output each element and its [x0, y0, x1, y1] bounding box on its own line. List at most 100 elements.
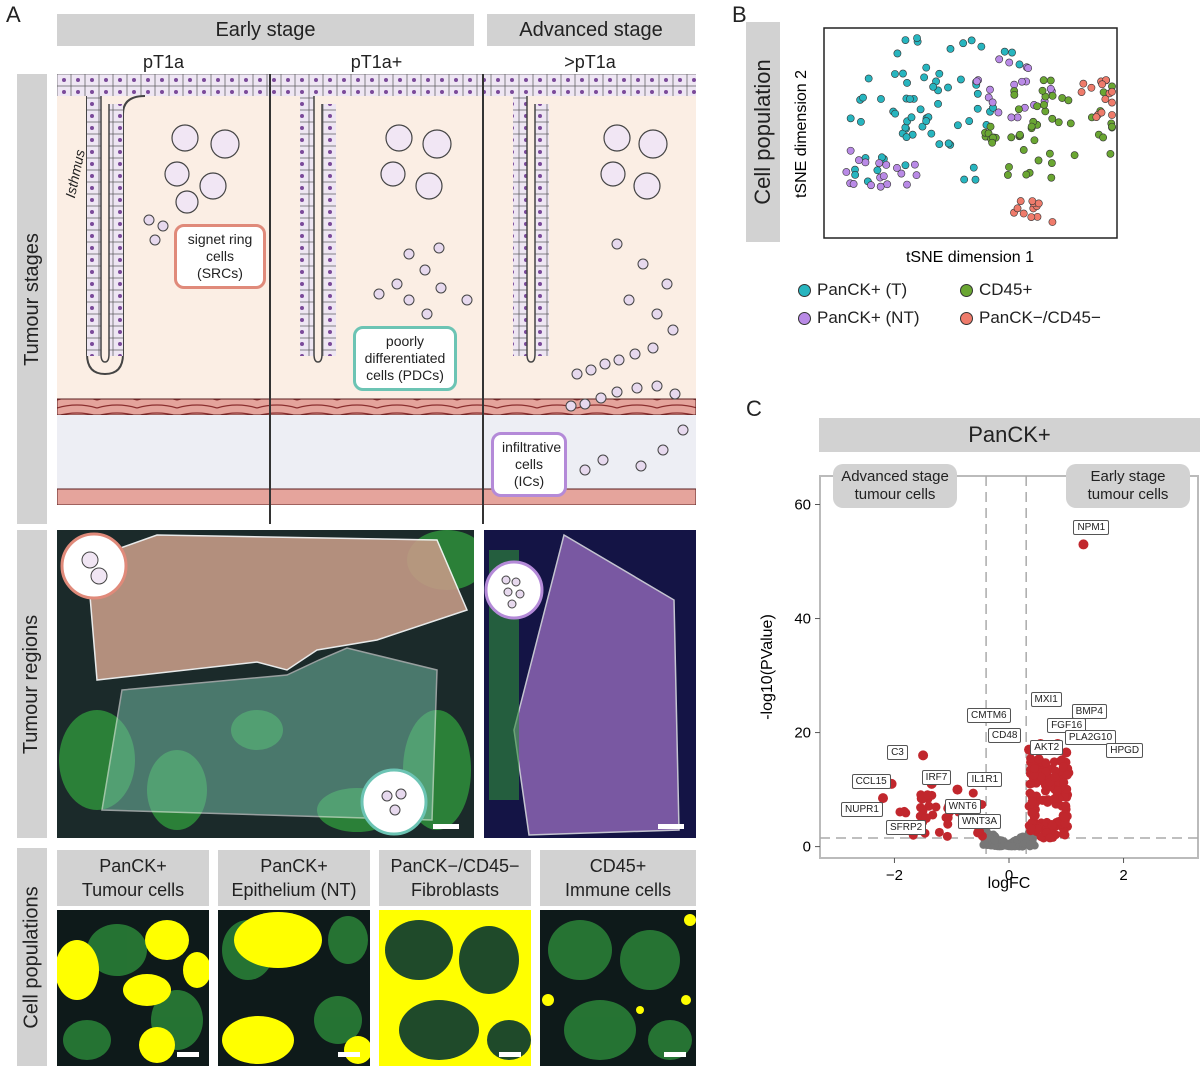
tumour-stage-schematic: [57, 74, 696, 524]
tsne-point: [935, 69, 944, 78]
tsne-point: [946, 45, 955, 53]
tsne-point: [922, 117, 931, 125]
tsne-point: [971, 175, 980, 184]
tsne-point: [1045, 149, 1054, 158]
tsne-point: [851, 170, 860, 179]
tsne-point: [1106, 149, 1115, 158]
volcano-xlabel: logFC: [988, 875, 1031, 892]
gene-label: AKT2: [1030, 739, 1064, 755]
tsne-point: [959, 39, 968, 48]
population-image-immune: [540, 910, 696, 1066]
tsne-point: [864, 74, 873, 83]
gene-label: IRF7: [921, 769, 952, 785]
tsne-point: [986, 85, 994, 94]
tsne-point: [1005, 163, 1013, 171]
tsne-point: [849, 180, 858, 188]
tsne-point: [967, 36, 976, 45]
population-image-fibroblasts: [379, 910, 531, 1066]
tsne-point: [986, 122, 995, 131]
gene-label: MXI1: [1030, 691, 1062, 707]
tsne-point: [876, 182, 885, 191]
volcano-sig-point: [899, 806, 909, 816]
volcano-sig-point: [1061, 801, 1071, 811]
y-tick-label: 40: [794, 611, 811, 628]
tsne-point: [965, 117, 974, 125]
tsne-point: [988, 138, 997, 147]
tsne-point: [957, 75, 965, 84]
tsne-point: [846, 146, 855, 155]
tsne-point: [859, 93, 867, 102]
tsne-point: [1041, 107, 1050, 116]
tsne-point: [1034, 199, 1043, 208]
infiltrative-cells: [565, 342, 689, 476]
tsne-point: [973, 104, 982, 113]
volcano-sig-point: [1059, 812, 1069, 822]
tsne-point: [1098, 80, 1107, 89]
volcano-sig-point: [1026, 753, 1036, 763]
tsne-point: [893, 164, 901, 172]
tsne-point: [918, 122, 927, 131]
cell-population-side-label: Cell population: [746, 22, 780, 242]
stage-title-advanced: >pT1a: [564, 52, 616, 72]
tsne-point: [891, 70, 899, 78]
tsne-point: [1030, 136, 1039, 145]
volcano-sig-point: [1029, 764, 1039, 774]
tsne-point: [1054, 118, 1063, 127]
tsne-point: [935, 140, 944, 149]
volcano-sig-point: [931, 802, 941, 812]
tsne-point: [988, 98, 997, 107]
tsne-point: [1016, 197, 1025, 205]
volcano-gene-point: [918, 750, 929, 761]
tsne-point: [897, 169, 906, 178]
tsne-point: [944, 83, 952, 92]
legend-panck-cd45-neg: PanCK−/CD45−: [960, 308, 1101, 328]
callout-infiltrative-cells: infiltrative cells (ICs): [491, 432, 567, 497]
legend-panck-nt: PanCK+ (NT): [798, 308, 920, 328]
legend-swatch-cd45: [960, 283, 973, 297]
volcano-sig-point: [968, 788, 978, 798]
stage-title-pt1a: pT1a: [142, 52, 185, 72]
volcano-sig-point: [1047, 821, 1057, 831]
volcano-gene-point: [878, 793, 888, 804]
tsne-point: [1019, 209, 1028, 218]
volcano-gene-point: [1078, 539, 1089, 550]
y-tick-label: 60: [794, 497, 811, 514]
volcano-sig-point: [1050, 772, 1060, 782]
tsne-point: [953, 121, 962, 130]
legend-swatch-panck-cd45-neg: [960, 311, 973, 325]
population-image-tumour: [57, 910, 209, 1066]
x-tick-label: 0: [1005, 867, 1013, 884]
tsne-point: [1108, 87, 1116, 96]
tsne-point: [1040, 100, 1048, 109]
tsne-point: [883, 180, 892, 189]
volcano-sig-point: [1045, 833, 1055, 843]
volcano-sig-point: [1043, 797, 1053, 807]
volcano-sig-point: [1049, 794, 1059, 804]
tsne-point: [1018, 77, 1026, 86]
legend-swatch-panck-t: [798, 283, 811, 297]
volcano-sig-point: [923, 790, 933, 800]
population-header-immune: CD45+ Immune cells: [540, 850, 696, 906]
tsne-point: [1008, 48, 1016, 57]
tsne-point: [1048, 91, 1057, 100]
tsne-point: [1028, 197, 1037, 205]
tsne-point: [1108, 111, 1116, 119]
tsne-point: [1070, 151, 1079, 160]
tsne-point: [910, 160, 919, 169]
tsne-point: [916, 105, 925, 114]
volcano-sig-point: [943, 819, 953, 829]
gene-label: NUPR1: [841, 802, 883, 818]
population-header-epithelium: PanCK+ Epithelium (NT): [218, 850, 370, 906]
tsne-point: [1024, 64, 1033, 73]
tsne-point: [969, 163, 978, 172]
tsne-point: [882, 160, 891, 169]
volcano-sig-point: [1027, 797, 1037, 807]
tsne-point: [1077, 88, 1086, 96]
tsne-point: [1079, 79, 1088, 88]
annotation-early-stage: Early stage tumour cells: [1066, 464, 1190, 508]
tsne-point: [905, 95, 914, 103]
advanced-stage-header: Advanced stage: [487, 14, 695, 46]
tsne-point: [1034, 156, 1043, 165]
tsne-point: [877, 95, 885, 103]
x-tick-label: −2: [886, 867, 903, 884]
